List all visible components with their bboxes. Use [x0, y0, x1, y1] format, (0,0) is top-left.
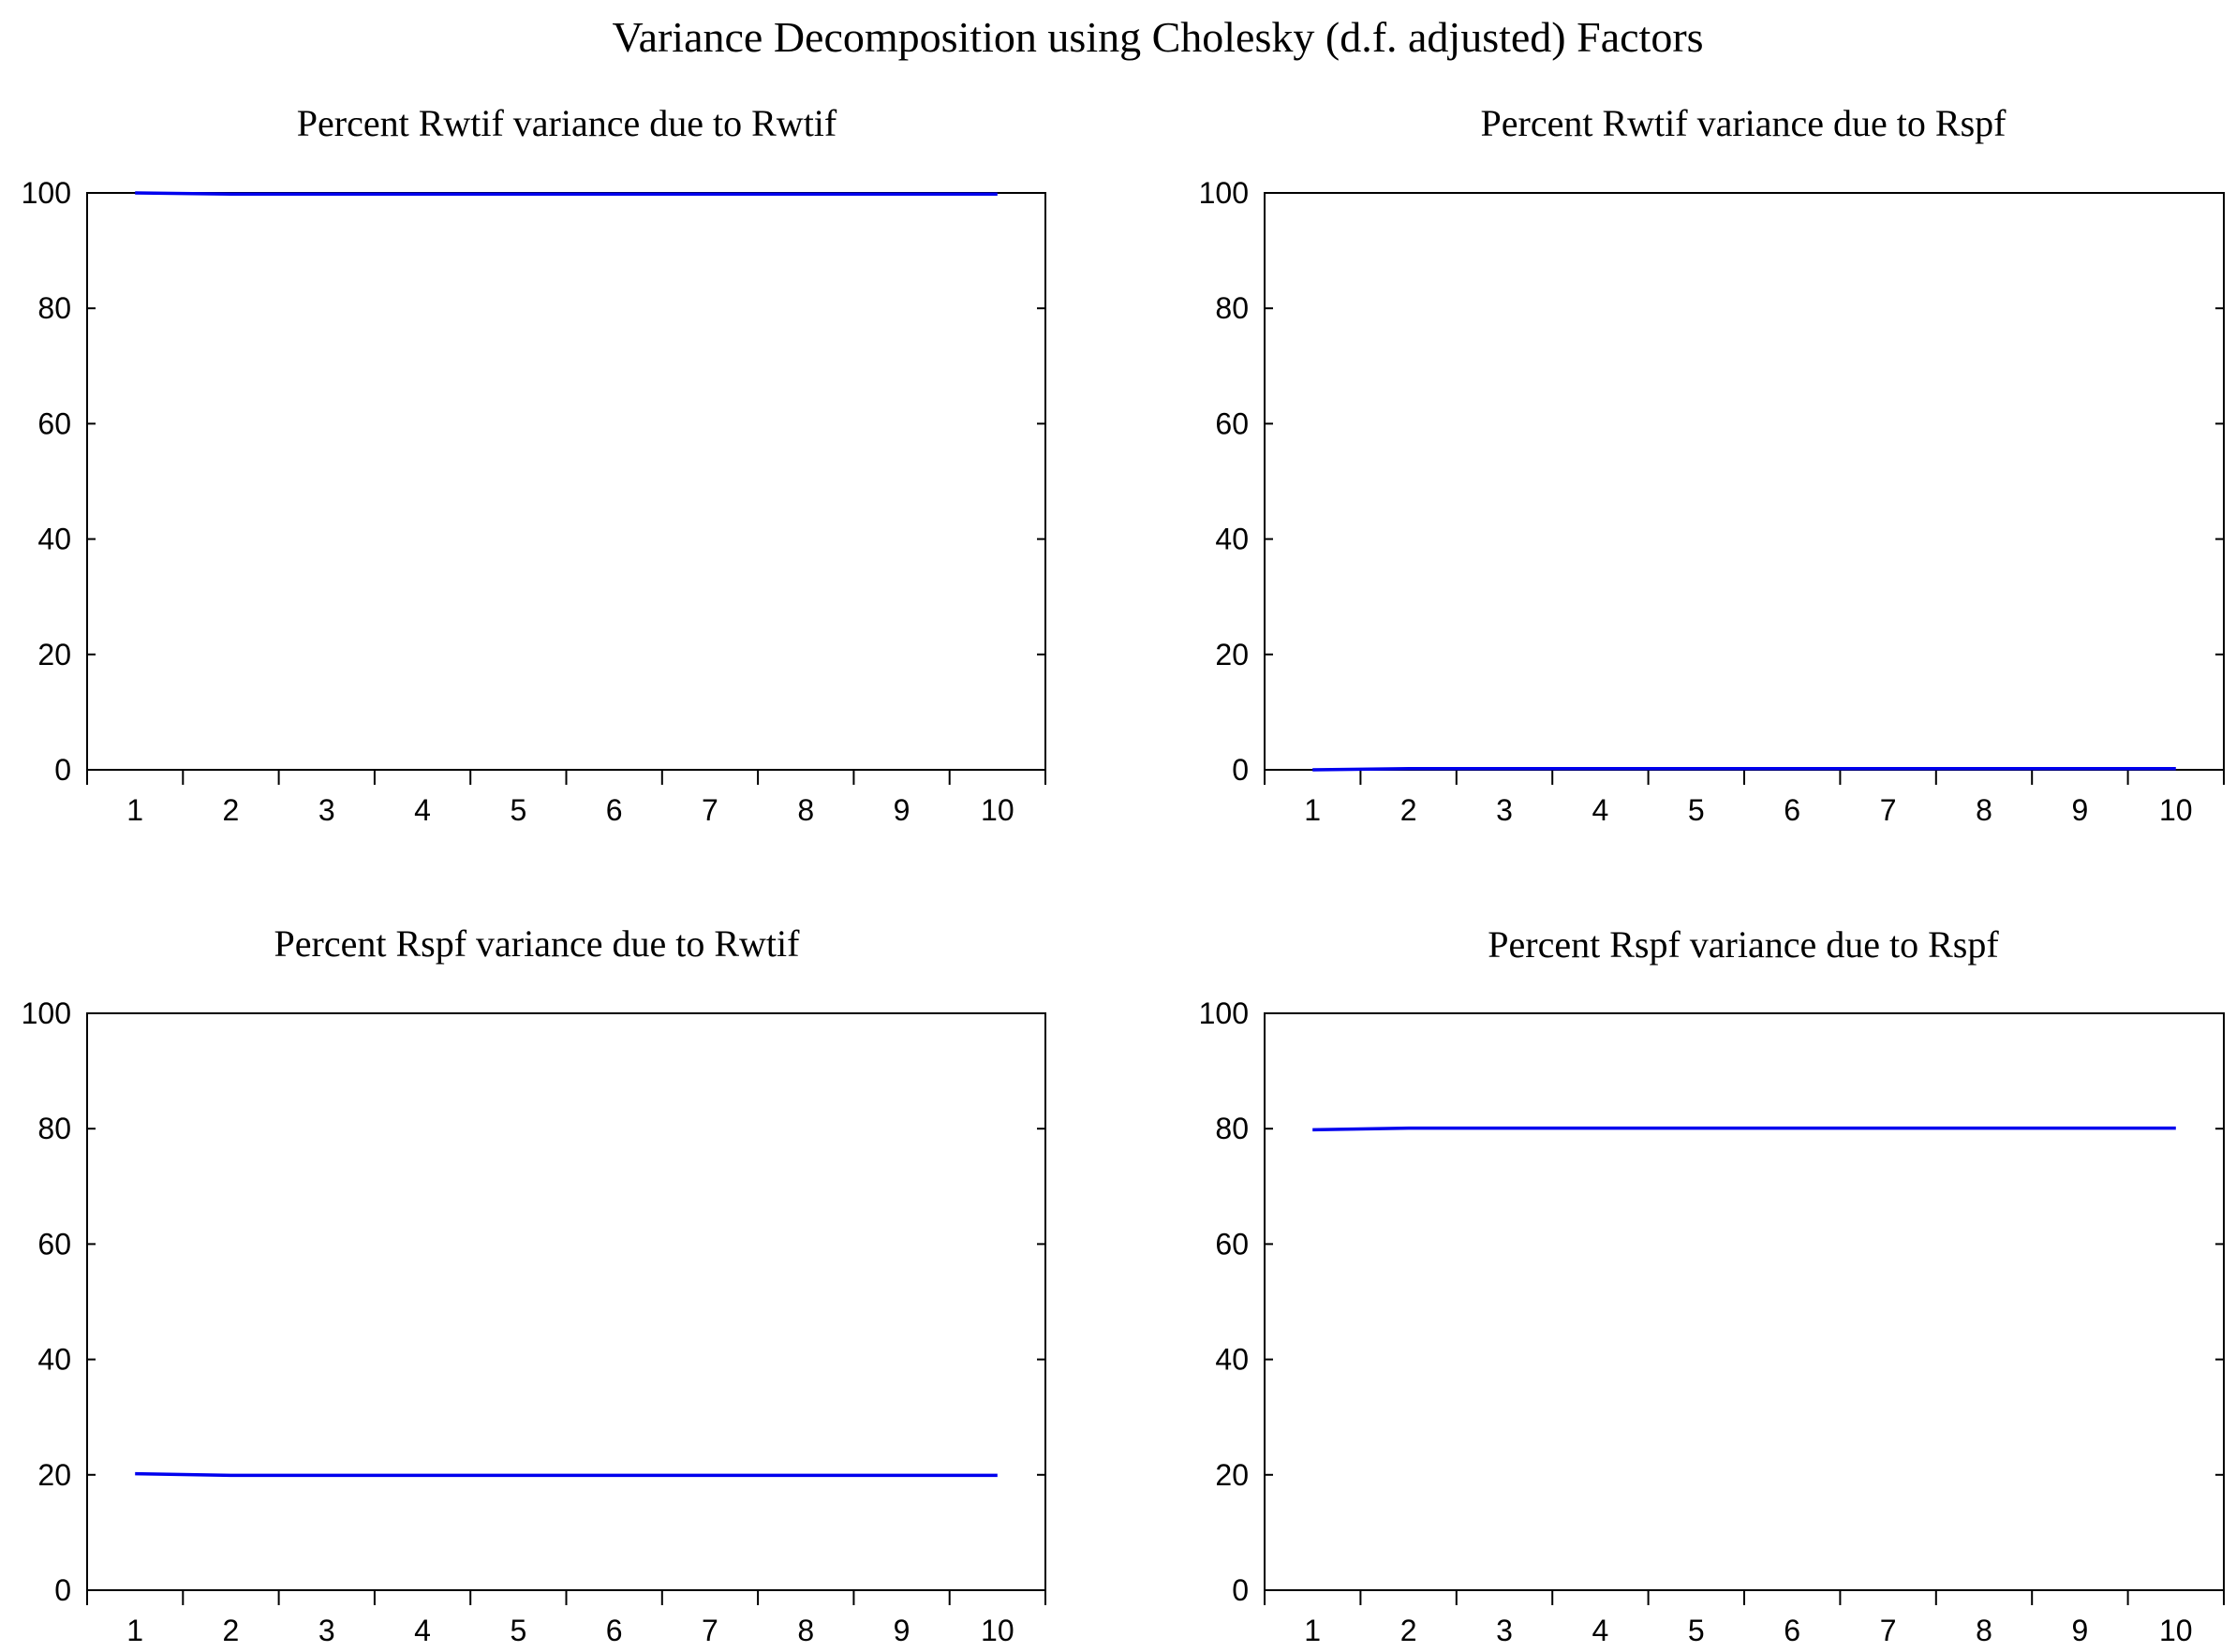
chart-panel-1: Percent Rwtif variance due to Rwtif 0 20 40… — [22, 102, 1046, 827]
x-tick-label: 5 — [1688, 793, 1705, 827]
y-tick-label: 0 — [54, 753, 71, 787]
series-line — [135, 1471, 998, 1478]
x-tick-label: 8 — [1976, 1614, 1992, 1647]
y-tick-label: 0 — [1232, 753, 1249, 787]
x-tick-label: 3 — [318, 793, 335, 827]
x-tick-label: 4 — [414, 1614, 431, 1647]
x-tick-label: 10 — [981, 793, 1014, 827]
panel-title: Percent Rwtif variance due to Rwtif — [297, 102, 837, 144]
chart-panels: Percent Rwtif variance due to Rwtif02040… — [22, 102, 2225, 1647]
plot-frame — [86, 192, 1046, 771]
y-tick-label: 60 — [1215, 1227, 1249, 1261]
x-tick-label: 9 — [894, 793, 911, 827]
plot-frame — [1264, 192, 2225, 771]
chart-panel-4: Percent Rspf variance due to Rspf 0 20 40 60… — [1199, 923, 2225, 1647]
x-tick-label: 3 — [1496, 1614, 1513, 1647]
x-tick-label: 1 — [1304, 793, 1321, 827]
y-tick-label: 100 — [22, 996, 71, 1030]
x-tick-label: 9 — [2072, 793, 2089, 827]
y-tick-label: 40 — [1215, 1343, 1249, 1377]
x-tick-label: 6 — [606, 1614, 623, 1647]
y-tick-label: 80 — [37, 1112, 71, 1145]
figure-title: Variance Decomposition using Cholesky (d… — [612, 13, 1703, 61]
x-tick-label: 5 — [1688, 1614, 1705, 1647]
panel-title: Percent Rspf variance due to Rspf — [1488, 923, 1999, 966]
x-tick-label: 4 — [414, 793, 431, 827]
x-tick-label: 2 — [1400, 1614, 1417, 1647]
plot-frame — [1264, 1012, 2225, 1591]
y-tick-label: 40 — [37, 1343, 71, 1377]
y-tick-label: 60 — [37, 406, 71, 440]
panel-title: Percent Rspf variance due to Rwtif — [274, 922, 801, 965]
y-tick-label: 20 — [37, 638, 71, 671]
y-tick-label: 0 — [1232, 1573, 1249, 1607]
y-tick-label: 0 — [54, 1573, 71, 1607]
y-tick-label: 20 — [1215, 1458, 1249, 1492]
y-tick-label: 100 — [1199, 176, 1249, 210]
x-tick-label: 6 — [1784, 793, 1800, 827]
x-tick-label: 10 — [981, 1614, 1014, 1647]
y-tick-label: 100 — [1199, 996, 1249, 1030]
x-tick-label: 2 — [223, 1614, 240, 1647]
x-tick-label: 5 — [510, 793, 526, 827]
x-tick-label: 9 — [894, 1614, 911, 1647]
x-tick-label: 7 — [702, 1614, 718, 1647]
x-tick-label: 1 — [126, 793, 143, 827]
series-line — [1312, 767, 2176, 772]
x-tick-label: 6 — [606, 793, 623, 827]
x-tick-label: 10 — [2159, 793, 2193, 827]
x-tick-label: 6 — [1784, 1614, 1800, 1647]
plot-frame — [86, 1012, 1046, 1591]
x-tick-label: 8 — [797, 1614, 814, 1647]
y-tick-label: 20 — [1215, 638, 1249, 671]
x-tick-label: 1 — [1304, 1614, 1321, 1647]
y-tick-label: 40 — [1215, 523, 1249, 556]
y-tick-label: 60 — [1215, 406, 1249, 440]
y-tick-label: 60 — [37, 1227, 71, 1261]
x-tick-label: 9 — [2072, 1614, 2089, 1647]
y-tick-label: 80 — [37, 291, 71, 325]
y-tick-label: 80 — [1215, 1112, 1249, 1145]
x-tick-label: 8 — [1976, 793, 1992, 827]
series-line — [1312, 1126, 2176, 1132]
x-tick-label: 7 — [1880, 1614, 1897, 1647]
series-line — [135, 191, 998, 196]
x-tick-label: 4 — [1592, 1614, 1609, 1647]
x-tick-label: 5 — [510, 1614, 526, 1647]
panel-title: Percent Rwtif variance due to Rspf — [1481, 102, 2007, 144]
chart-panel-2: Percent Rwtif variance due to Rspf 0 20 40 6… — [1199, 102, 2225, 827]
x-tick-label: 3 — [318, 1614, 335, 1647]
y-tick-label: 80 — [1215, 291, 1249, 325]
y-tick-label: 100 — [22, 176, 71, 210]
x-tick-label: 7 — [702, 793, 718, 827]
y-tick-label: 20 — [37, 1458, 71, 1492]
x-tick-label: 10 — [2159, 1614, 2193, 1647]
x-tick-label: 8 — [797, 793, 814, 827]
x-tick-label: 2 — [1400, 793, 1417, 827]
x-tick-label: 7 — [1880, 793, 1897, 827]
x-tick-label: 1 — [126, 1614, 143, 1647]
x-tick-label: 3 — [1496, 793, 1513, 827]
y-tick-label: 40 — [37, 523, 71, 556]
chart-panel-3: Percent Rspf variance due to Rwtif 0 20 40 6… — [22, 922, 1046, 1647]
x-tick-label: 4 — [1592, 793, 1609, 827]
x-tick-label: 2 — [223, 793, 240, 827]
